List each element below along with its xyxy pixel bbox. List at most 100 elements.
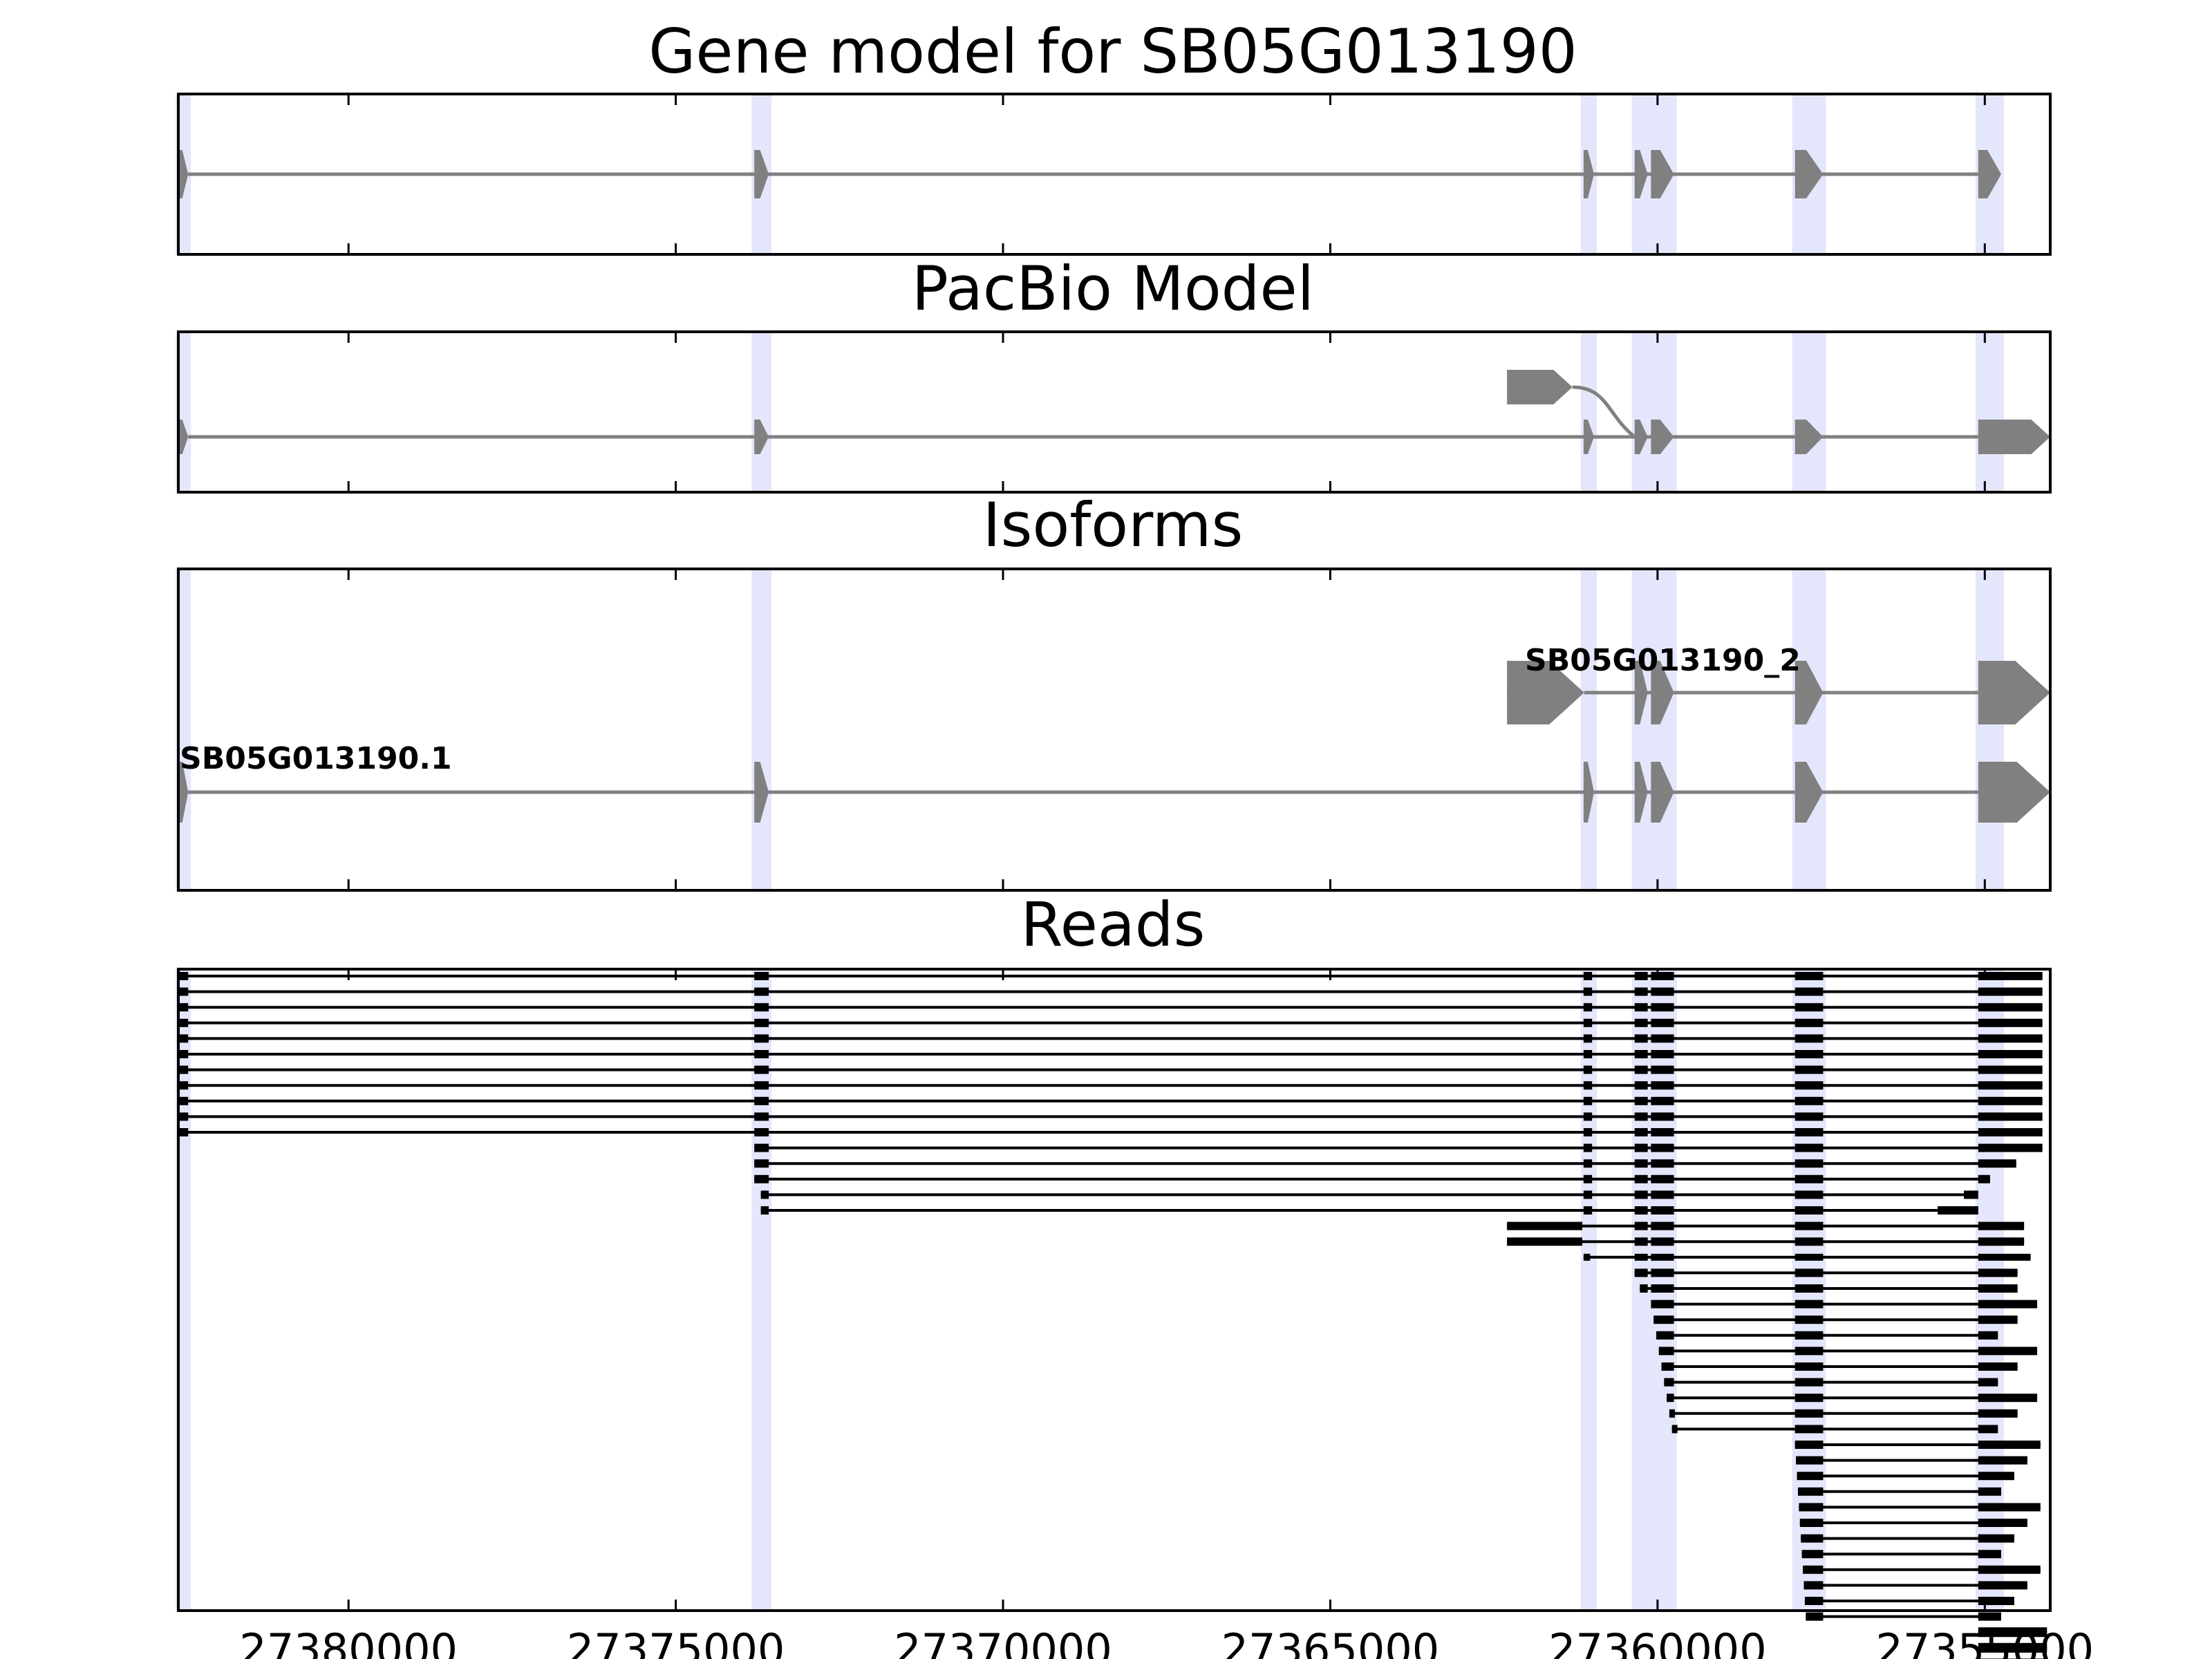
read: [1801, 1534, 2014, 1543]
read-block: [1794, 972, 1824, 980]
exon-block: [1651, 150, 1674, 198]
read-block: [1651, 987, 1674, 996]
read-block: [1797, 1472, 1824, 1481]
read-block: [1978, 1612, 2001, 1621]
exon-block: [1651, 661, 1674, 724]
read-block: [1794, 1018, 1824, 1027]
read-block: [1794, 1096, 1824, 1105]
read-block: [178, 1081, 189, 1090]
read: [1978, 1627, 2047, 1638]
read-block: [754, 987, 769, 996]
read: [1669, 1409, 2018, 1418]
x-tick-label: 27365000: [1221, 1624, 1440, 1659]
read: [1799, 1503, 2041, 1512]
read-block: [1978, 1081, 2043, 1090]
read-block: [1651, 1300, 1674, 1309]
read-block: [1794, 1237, 1824, 1246]
read-block: [1651, 1065, 1674, 1074]
read-block: [1634, 1050, 1648, 1058]
read: [1797, 1472, 2014, 1481]
read-block: [1978, 1597, 2014, 1605]
gene-model-title: Gene model for SB05G013190: [648, 16, 1577, 87]
read-block: [1794, 1315, 1824, 1324]
read-block: [1653, 1315, 1674, 1324]
read-block: [178, 1128, 189, 1136]
read-block: [1651, 1159, 1674, 1168]
read-block: [1583, 1034, 1593, 1043]
x-tick-label: 27355000: [1876, 1624, 2094, 1659]
read-block: [1583, 1206, 1593, 1215]
read-block: [1667, 1394, 1674, 1403]
highlight-band: [1648, 569, 1677, 890]
read-block: [1794, 1300, 1824, 1309]
read-block: [1651, 1003, 1674, 1012]
read: [1651, 1300, 2038, 1309]
read-block: [1978, 972, 2043, 980]
read-block: [1806, 1612, 1824, 1621]
read-block: [754, 1128, 769, 1136]
read-block: [1978, 1315, 2018, 1324]
read-block: [754, 1096, 769, 1105]
read-block: [178, 1018, 189, 1027]
read-block: [1978, 1347, 2038, 1356]
read-block: [1651, 1284, 1674, 1293]
read-block: [1978, 1065, 2043, 1074]
reads-title: Reads: [1021, 889, 1206, 960]
read-block: [1583, 1081, 1593, 1090]
read-block: [754, 1065, 769, 1074]
read-block: [1978, 1050, 2043, 1058]
read-block: [1978, 1300, 2038, 1309]
pacbio-model-track: [178, 370, 2050, 454]
read-block: [1794, 1221, 1824, 1230]
read: [178, 987, 2043, 996]
read-block: [1664, 1378, 1674, 1387]
x-tick-label: 27375000: [567, 1624, 785, 1659]
read-block: [1978, 987, 2043, 996]
read-block: [178, 1096, 189, 1105]
read-block: [1651, 1034, 1674, 1043]
read-block: [1794, 1378, 1824, 1387]
highlight-band: [1975, 332, 2004, 492]
read-block: [1583, 1174, 1593, 1183]
read-block: [1651, 1128, 1674, 1136]
highlight-band: [751, 332, 772, 492]
read-block: [1794, 1268, 1824, 1277]
read-block: [1978, 1472, 2014, 1481]
read-block: [1978, 1642, 2047, 1653]
read-block: [1794, 1034, 1824, 1043]
read-block: [1583, 972, 1593, 980]
exon-block: [754, 150, 769, 198]
read-block: [1978, 1221, 2025, 1230]
read-block: [178, 1003, 189, 1012]
exon-block: [1583, 420, 1595, 454]
read: [1658, 1347, 2038, 1356]
read: [1667, 1394, 2038, 1403]
read-block: [1978, 1565, 2041, 1574]
read-block: [1634, 1034, 1648, 1043]
read: [1799, 1519, 2027, 1527]
highlight-bands: [176, 332, 2004, 492]
read-block: [1794, 1394, 1824, 1403]
read-block: [1978, 1237, 2025, 1246]
read-block: [1583, 1128, 1593, 1136]
read-block: [1634, 1003, 1648, 1012]
read-block: [760, 1190, 769, 1199]
read: [1661, 1362, 2018, 1371]
read-block: [1794, 1081, 1824, 1090]
highlight-band: [1631, 332, 1651, 492]
axis-ticks: [347, 332, 1986, 492]
exon-block: [1634, 661, 1648, 724]
read-block: [1799, 1503, 1824, 1512]
read: [1978, 1642, 2047, 1653]
read-block: [178, 987, 189, 996]
read: [1656, 1331, 1998, 1340]
read: [754, 1174, 1990, 1183]
read-block: [754, 972, 769, 980]
read-block: [1794, 1128, 1824, 1136]
exon-block: [1651, 762, 1674, 823]
read-block: [1583, 1096, 1593, 1105]
read-block: [1583, 1065, 1593, 1074]
exon-block: [178, 150, 189, 198]
read-block: [1794, 1174, 1824, 1183]
read-block: [1794, 1159, 1824, 1168]
